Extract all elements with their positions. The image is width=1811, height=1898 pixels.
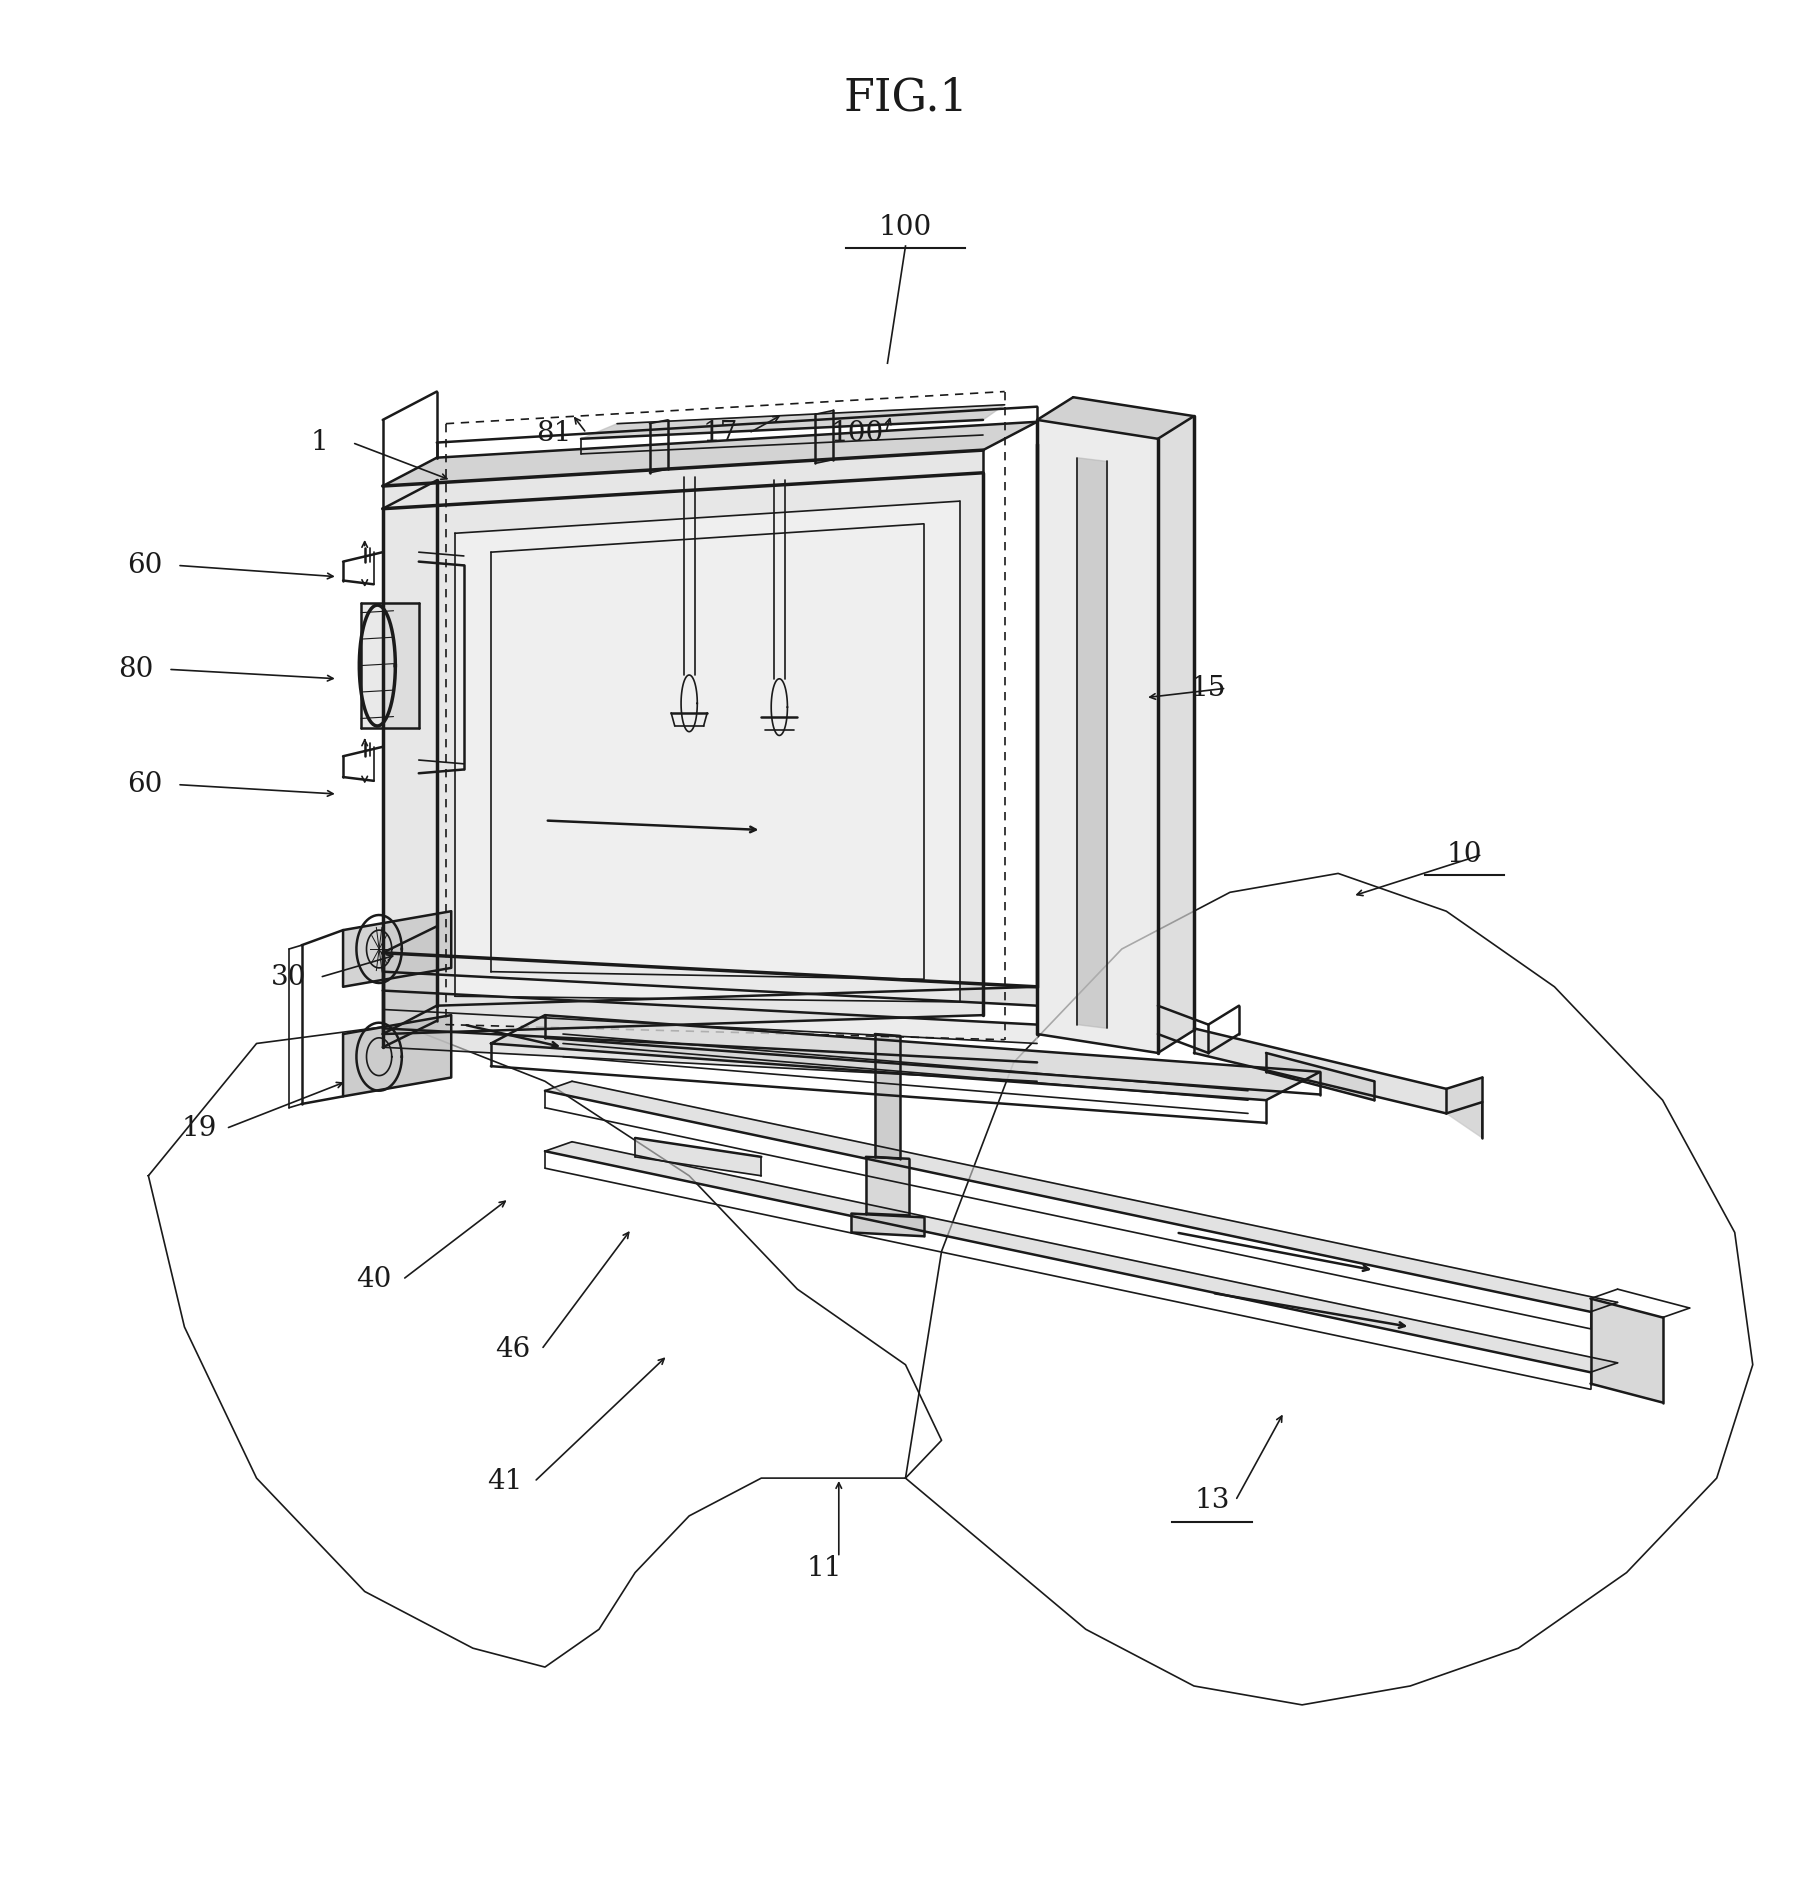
Text: 19: 19 <box>181 1114 217 1143</box>
Text: 10: 10 <box>1447 841 1481 867</box>
Text: 80: 80 <box>118 657 154 683</box>
Polygon shape <box>1157 416 1193 1053</box>
Polygon shape <box>360 604 418 729</box>
Text: 30: 30 <box>272 964 306 991</box>
Text: 60: 60 <box>127 771 163 797</box>
Polygon shape <box>1038 419 1157 1053</box>
Polygon shape <box>491 1015 1320 1101</box>
Text: 40: 40 <box>357 1266 391 1293</box>
Text: 17: 17 <box>703 419 737 446</box>
Polygon shape <box>1078 457 1107 1029</box>
Polygon shape <box>1590 1298 1662 1403</box>
Polygon shape <box>382 926 436 1048</box>
Text: 1: 1 <box>311 429 328 456</box>
Polygon shape <box>1193 1029 1447 1114</box>
Polygon shape <box>342 911 451 987</box>
Polygon shape <box>875 1034 900 1160</box>
Text: 100: 100 <box>829 419 884 446</box>
Polygon shape <box>581 404 1005 438</box>
Polygon shape <box>1447 1078 1483 1139</box>
Polygon shape <box>851 1213 924 1236</box>
Text: 15: 15 <box>1190 674 1226 702</box>
Text: 46: 46 <box>494 1336 531 1363</box>
Polygon shape <box>1266 1053 1375 1101</box>
Text: 11: 11 <box>806 1554 842 1583</box>
Text: FIG.1: FIG.1 <box>844 76 967 120</box>
Text: 60: 60 <box>127 552 163 579</box>
Polygon shape <box>342 1015 451 1097</box>
Polygon shape <box>1038 397 1193 438</box>
Polygon shape <box>382 450 983 509</box>
Text: 81: 81 <box>536 419 572 446</box>
Text: 13: 13 <box>1193 1488 1230 1515</box>
Polygon shape <box>455 501 960 1002</box>
Polygon shape <box>636 1139 761 1175</box>
Polygon shape <box>866 1158 909 1215</box>
Text: 100: 100 <box>878 214 933 241</box>
Polygon shape <box>545 1143 1617 1372</box>
Polygon shape <box>382 1029 1038 1082</box>
Polygon shape <box>382 421 1038 486</box>
Polygon shape <box>382 953 1038 1006</box>
Text: 41: 41 <box>487 1469 523 1496</box>
Polygon shape <box>382 991 1038 1044</box>
Polygon shape <box>382 473 983 1034</box>
Polygon shape <box>545 1082 1617 1312</box>
